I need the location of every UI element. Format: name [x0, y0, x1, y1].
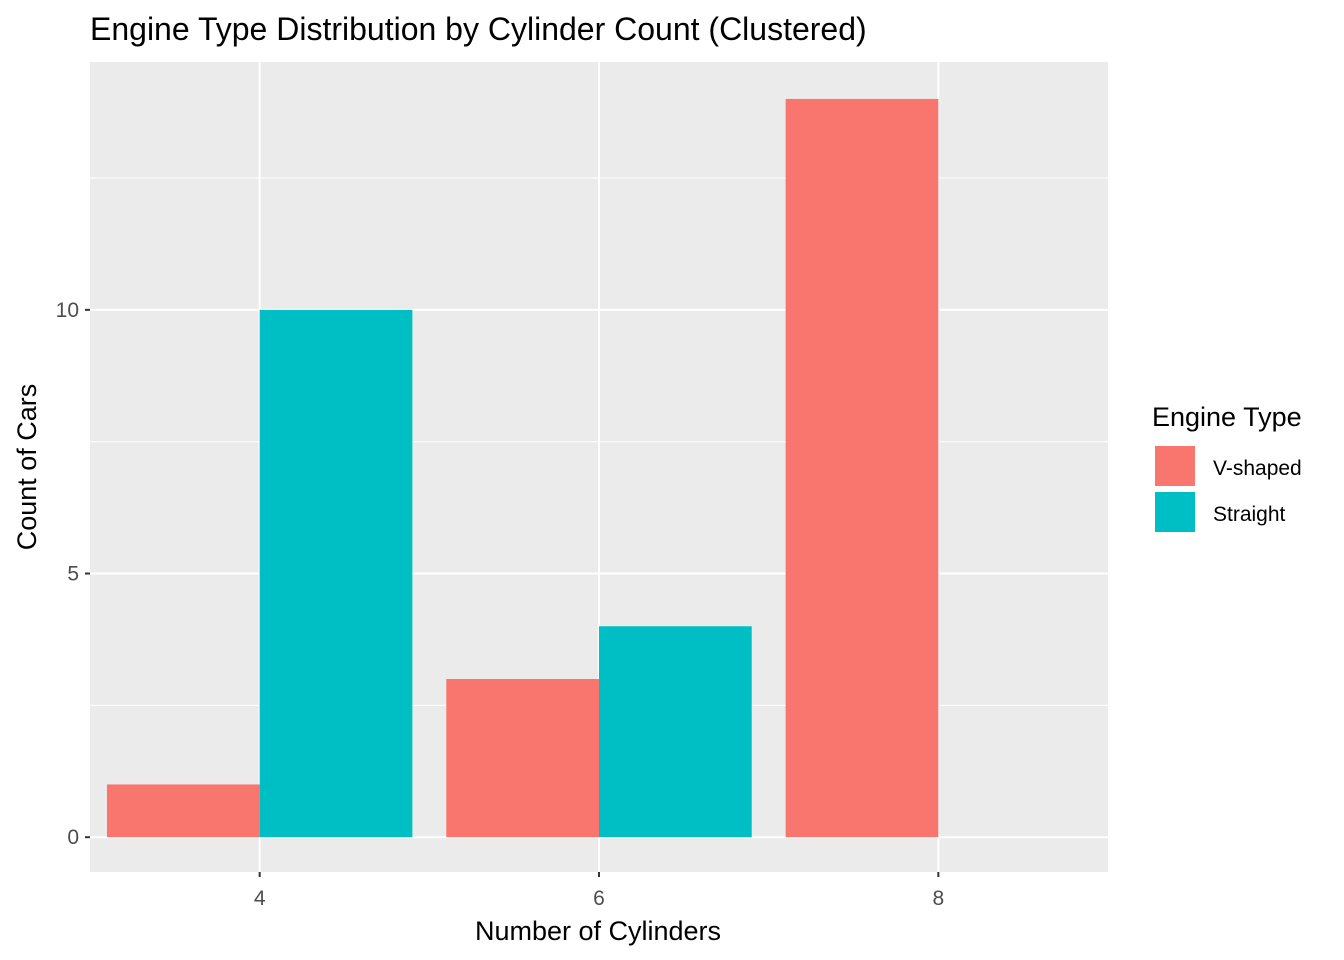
- legend-label: Straight: [1213, 503, 1286, 526]
- bar-straight-4: [259, 309, 413, 838]
- bar-v-shaped-4: [106, 784, 260, 838]
- legend-key-straight: [1155, 492, 1195, 532]
- y-axis-title: Count of Cars: [12, 384, 42, 551]
- chart-title: Engine Type Distribution by Cylinder Cou…: [90, 11, 867, 47]
- y-axis: 0 5 10: [56, 299, 90, 849]
- x-tick-label: 6: [593, 887, 605, 910]
- bar-v-shaped-6: [446, 678, 599, 838]
- y-tick-label: 0: [67, 826, 79, 849]
- x-axis-title: Number of Cylinders: [475, 916, 721, 946]
- bar-straight-6: [599, 626, 752, 838]
- legend-label: V-shaped: [1213, 457, 1302, 480]
- x-tick-label: 4: [254, 887, 266, 910]
- y-tick-label: 10: [56, 299, 79, 322]
- legend-key-v-shaped: [1155, 446, 1195, 486]
- bar-v-shaped-8: [785, 98, 939, 838]
- y-tick-label: 5: [67, 563, 79, 586]
- x-tick-label: 8: [932, 887, 944, 910]
- legend: Engine Type V-shaped Straight: [1152, 402, 1302, 534]
- x-axis: 4 6 8: [254, 872, 944, 910]
- bars: [106, 98, 939, 838]
- legend-title: Engine Type: [1152, 402, 1302, 432]
